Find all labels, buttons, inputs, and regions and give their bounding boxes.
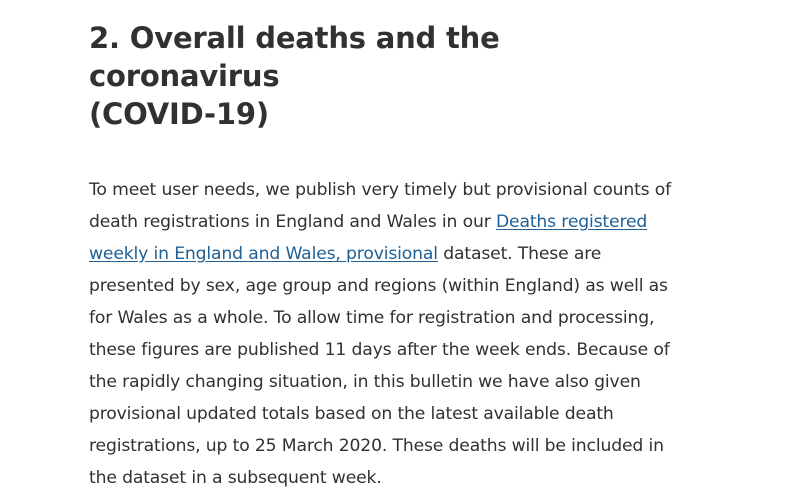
dataset-link[interactable]: Deaths registered weekly in England and …: [89, 212, 648, 264]
section-heading: 2. Overall deaths and the coronavirus (COV…: [89, 0, 689, 133]
body-paragraph: To meet user needs, we publish very time…: [89, 174, 689, 494]
section-title-line2: (COVID-19): [89, 97, 269, 131]
section-number: 2.: [89, 21, 120, 55]
paragraph-text-before-link: To meet user needs, we publish very time…: [89, 180, 672, 232]
bulletin-section: 2. Overall deaths and the coronavirus (COV…: [89, 0, 689, 494]
paragraph-text-after-link: dataset. These are presented by sex, age…: [89, 244, 670, 488]
section-title-line1: Overall deaths and the coronavirus: [89, 21, 500, 93]
